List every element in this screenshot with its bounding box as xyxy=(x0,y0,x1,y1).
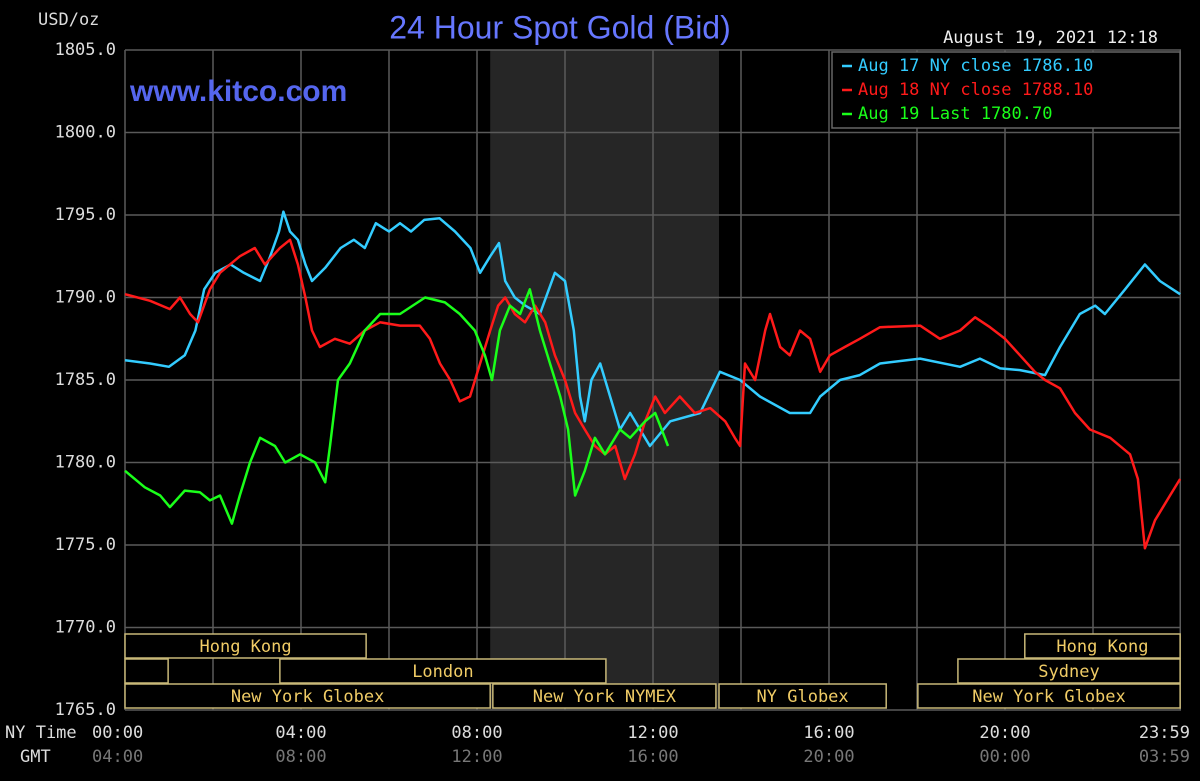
legend-label: Aug 17 NY close 1786.10 xyxy=(858,56,1093,76)
session-label: Sydney xyxy=(1038,662,1099,682)
x-tick-label: 00:00 xyxy=(92,723,143,743)
session-bar xyxy=(957,658,1181,684)
y-tick-label: 1775.0 xyxy=(55,535,116,555)
x2-tick-label: 08:00 xyxy=(275,747,326,767)
y-tick-label: 1800.0 xyxy=(55,123,116,143)
x2-tick-label: 04:00 xyxy=(92,747,143,767)
session-bar xyxy=(124,658,169,684)
session-label: New York NYMEX xyxy=(533,687,677,707)
y-tick-label: 1785.0 xyxy=(55,370,116,390)
session-bar xyxy=(124,633,367,659)
y-axis-label: USD/oz xyxy=(38,10,99,30)
x2-tick-label: 20:00 xyxy=(803,747,854,767)
session-bar xyxy=(1024,633,1181,659)
timestamp: August 19, 2021 12:18 xyxy=(943,28,1158,48)
y-tick-label: 1805.0 xyxy=(55,40,116,60)
x-tick-label: 12:00 xyxy=(627,723,678,743)
x-row-label: NY Time xyxy=(5,723,77,743)
session-bar xyxy=(718,683,887,709)
session-bar xyxy=(917,683,1181,709)
x2-row-label: GMT xyxy=(20,747,51,767)
chart-title: 24 Hour Spot Gold (Bid) xyxy=(389,9,731,45)
x2-tick-label: 16:00 xyxy=(627,747,678,767)
session-bar xyxy=(279,658,607,684)
x2-tick-label: 12:00 xyxy=(451,747,502,767)
session-label: London xyxy=(412,662,473,682)
y-tick-label: 1765.0 xyxy=(55,700,116,720)
x2-tick-label: 00:00 xyxy=(979,747,1030,767)
x-tick-label: 23:59 xyxy=(1139,723,1190,743)
session-label: Hong Kong xyxy=(199,637,291,657)
series-line xyxy=(124,238,1182,550)
legend-box xyxy=(831,51,1181,129)
y-tick-label: 1770.0 xyxy=(55,618,116,638)
x-tick-label: 20:00 xyxy=(979,723,1030,743)
watermark: www.kitco.com xyxy=(129,75,347,108)
session-bar xyxy=(124,683,491,709)
session-label: New York Globex xyxy=(231,687,385,707)
y-tick-label: 1790.0 xyxy=(55,288,116,308)
x-tick-label: 16:00 xyxy=(803,723,854,743)
series-line xyxy=(124,288,670,525)
session-label: NY Globex xyxy=(757,687,849,707)
legend-label: Aug 19 Last 1780.70 xyxy=(858,104,1052,124)
session-label: New York Globex xyxy=(972,687,1126,707)
session-label: Hong Kong xyxy=(1056,637,1148,657)
x-tick-label: 08:00 xyxy=(451,723,502,743)
y-tick-label: 1795.0 xyxy=(55,205,116,225)
x-tick-label: 04:00 xyxy=(275,723,326,743)
legend-label: Aug 18 NY close 1788.10 xyxy=(858,80,1093,100)
session-bar xyxy=(492,683,717,709)
x2-tick-label: 03:59 xyxy=(1139,747,1190,767)
y-tick-label: 1780.0 xyxy=(55,453,116,473)
